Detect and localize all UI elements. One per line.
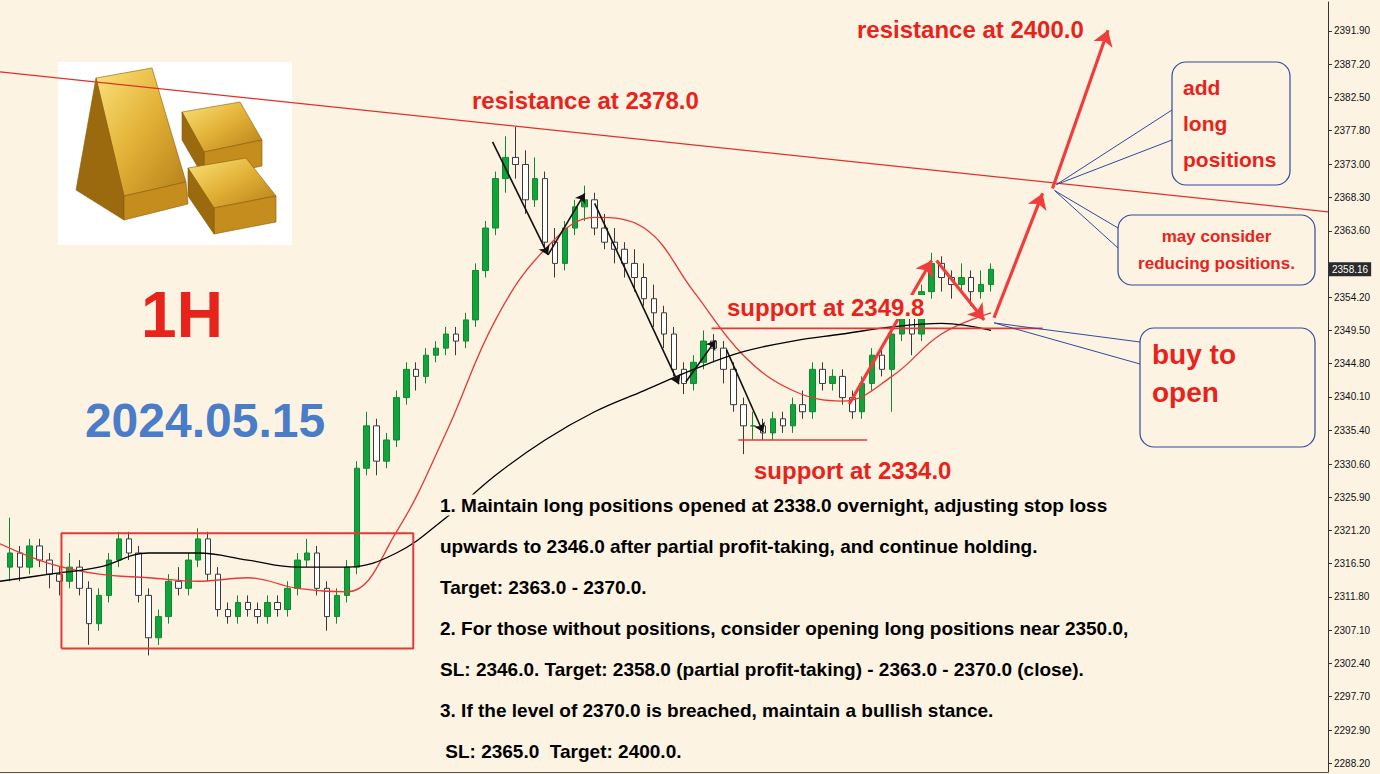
svg-text:support at 2349.8: support at 2349.8 bbox=[727, 294, 924, 321]
svg-text:2377.80: 2377.80 bbox=[1334, 125, 1371, 136]
svg-text:support at 2334.0: support at 2334.0 bbox=[754, 457, 951, 484]
svg-text:2297.70: 2297.70 bbox=[1334, 691, 1371, 702]
svg-text:SL: 2365.0 Target: 2400.0.: SL: 2365.0 Target: 2400.0. bbox=[440, 741, 682, 762]
svg-text:resistance at 2378.0: resistance at 2378.0 bbox=[472, 87, 699, 114]
svg-text:2292.90: 2292.90 bbox=[1334, 725, 1371, 736]
svg-text:2373.00: 2373.00 bbox=[1334, 159, 1371, 170]
svg-text:2363.60: 2363.60 bbox=[1334, 225, 1371, 236]
svg-text:2316.50: 2316.50 bbox=[1334, 558, 1371, 569]
svg-text:2288.20: 2288.20 bbox=[1334, 758, 1371, 769]
svg-text:1. Maintain long positions ope: 1. Maintain long positions opened at 233… bbox=[440, 495, 1107, 516]
svg-text:2358.16: 2358.16 bbox=[1332, 264, 1369, 275]
svg-text:2382.50: 2382.50 bbox=[1334, 92, 1371, 103]
svg-text:upwards to 2346.0 after partia: upwards to 2346.0 after partial profit-t… bbox=[440, 536, 1038, 557]
svg-text:2391.90: 2391.90 bbox=[1334, 25, 1371, 36]
svg-text:2340.10: 2340.10 bbox=[1334, 391, 1371, 402]
svg-text:2344.80: 2344.80 bbox=[1334, 358, 1371, 369]
svg-text:2349.50: 2349.50 bbox=[1334, 325, 1371, 336]
svg-text:positions: positions bbox=[1183, 148, 1276, 171]
svg-text:2368.30: 2368.30 bbox=[1334, 192, 1371, 203]
svg-text:reducing positions.: reducing positions. bbox=[1138, 254, 1295, 273]
svg-text:2307.10: 2307.10 bbox=[1334, 625, 1371, 636]
svg-text:2325.90: 2325.90 bbox=[1334, 492, 1371, 503]
svg-text:2387.20: 2387.20 bbox=[1334, 59, 1371, 70]
svg-text:2. For those without positions: 2. For those without positions, consider… bbox=[440, 618, 1128, 639]
svg-text:open: open bbox=[1152, 377, 1219, 408]
svg-text:3. If the level of 2370.0 is b: 3. If the level of 2370.0 is breached, m… bbox=[440, 700, 993, 721]
svg-text:2321.20: 2321.20 bbox=[1334, 525, 1371, 536]
svg-text:2302.40: 2302.40 bbox=[1334, 658, 1371, 669]
svg-text:resistance at 2400.0: resistance at 2400.0 bbox=[857, 16, 1084, 43]
svg-text:SL: 2346.0. Target: 2358.0 (pa: SL: 2346.0. Target: 2358.0 (partial prof… bbox=[440, 659, 1084, 680]
svg-text:2024.05.15: 2024.05.15 bbox=[85, 394, 325, 447]
svg-text:2330.60: 2330.60 bbox=[1334, 459, 1371, 470]
svg-text:add: add bbox=[1183, 76, 1220, 99]
svg-text:2311.80: 2311.80 bbox=[1334, 591, 1370, 602]
svg-text:2335.40: 2335.40 bbox=[1334, 425, 1371, 436]
svg-text:1H: 1H bbox=[141, 279, 223, 351]
svg-text:may consider: may consider bbox=[1162, 227, 1272, 246]
svg-text:Target: 2363.0 - 2370.0.: Target: 2363.0 - 2370.0. bbox=[440, 577, 647, 598]
svg-text:2354.20: 2354.20 bbox=[1334, 292, 1371, 303]
svg-text:buy to: buy to bbox=[1152, 339, 1236, 370]
svg-text:long: long bbox=[1183, 112, 1227, 135]
